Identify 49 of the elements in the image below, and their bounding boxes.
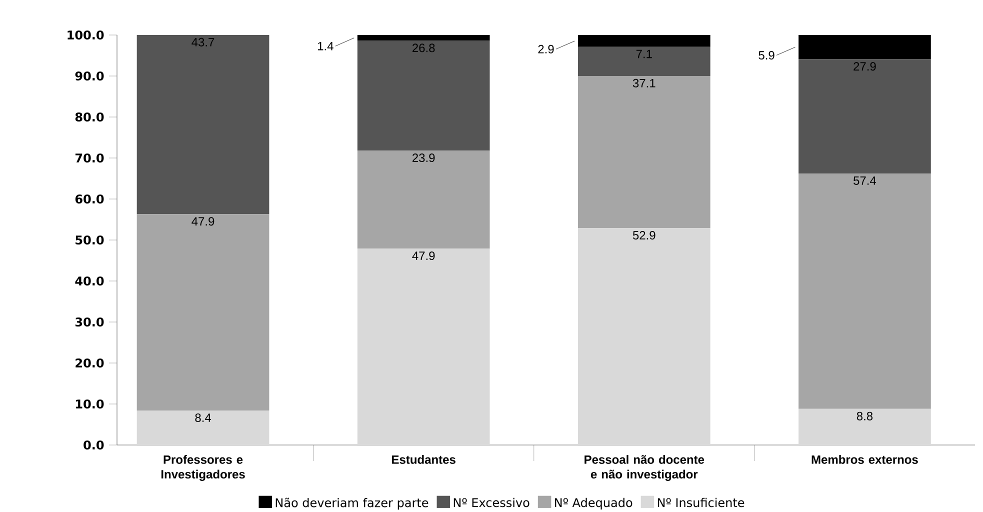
bar [357,150,490,249]
data-label: 8.4 [195,413,212,422]
bar [357,248,490,445]
data-label: 7.1 [636,50,652,58]
data-label: 26.8 [412,44,435,52]
y-tick-label: 40.0 [75,276,104,286]
data-label: 52.9 [632,231,656,240]
bar [578,228,710,445]
data-label: 47.9 [192,217,214,226]
bar [798,35,931,60]
legend-label: Nº Insuficiente [658,498,744,508]
bar [136,35,270,214]
data-label: 27.9 [854,62,876,71]
y-tick-label: 60.0 [75,194,104,204]
legend-label: Nº Adequado [555,498,632,510]
data-label: 8.8 [856,412,873,420]
y-tick-label: 70.0 [75,153,104,163]
y-tick-label: 100.0 [68,30,104,40]
bar [578,46,710,76]
x-tick-label: Pessoal não docente e não investigador [584,455,704,481]
data-label: 5.9 [758,51,774,60]
y-tick-label: 0.0 [84,440,104,450]
data-label: 1.4 [318,42,334,50]
data-label: 57.4 [854,176,876,185]
data-label: 37.1 [632,78,656,88]
data-label: 47.9 [412,252,435,260]
bar [578,76,710,228]
bar [798,59,931,174]
x-tick-label: Membros externos [812,455,918,464]
x-tick-label: Professores e Investigadores [161,455,245,481]
bar [136,214,270,411]
y-tick-label: 10.0 [76,399,104,409]
bar [578,35,710,47]
y-tick-label: 90.0 [75,71,104,81]
bar [357,40,490,151]
data-label: 23.9 [412,154,435,162]
data-label: 43.7 [192,38,214,46]
bar [357,35,490,41]
y-tick-label: 30.0 [75,317,104,327]
y-tick-label: 20.0 [76,358,104,368]
y-tick-label: 80.0 [75,112,104,122]
legend-label: Nº Excessivo [454,498,530,508]
x-tick-label: Estudantes [392,455,456,464]
legend-label: Não deveriam fazer parte [276,498,428,510]
data-label: 2.9 [538,44,554,54]
y-tick-label: 50.0 [76,235,104,245]
bar [136,410,270,445]
bar [798,174,931,409]
bar [798,408,931,445]
